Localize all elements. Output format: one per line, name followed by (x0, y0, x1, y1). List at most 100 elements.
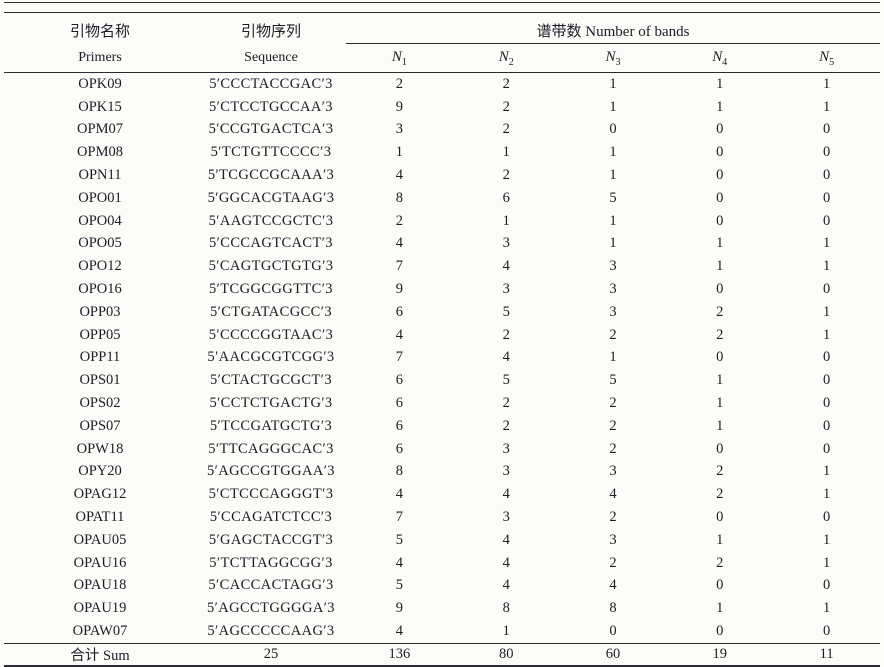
band-count-cell: 1 (822, 531, 831, 548)
table-row: OPS07 5′TCCGATGCTG′3 6 2 2 1 0 (4, 415, 880, 438)
band-count-cell: 3 (609, 258, 617, 275)
band-count-cell: 1 (609, 144, 617, 161)
band-count-cell: 5 (502, 372, 510, 389)
band-count-cell: 1 (609, 167, 617, 184)
band-count-cell: 6 (395, 417, 404, 434)
band-count-cell: 1 (822, 235, 831, 252)
band-count-cell: 1 (716, 98, 724, 115)
band-count-cell: 9 (395, 281, 404, 298)
n1-subscript: 1 (401, 56, 407, 68)
table-row: OPO01 5′GGCACGTAAG′3 8 6 5 0 0 (4, 187, 880, 210)
sequence-cell: 5′CTCCTGCCAA′3 (209, 98, 333, 115)
primer-name-cell: OPS02 (79, 395, 121, 412)
primers-table: 引物名称 引物序列 谱带数 Number of bands Primers Se… (4, 12, 880, 667)
band-count-cell: 4 (502, 349, 510, 366)
table-header: 引物名称 引物序列 谱带数 Number of bands Primers Se… (4, 12, 880, 73)
sequence-cell: 5′GGCACGTAAG′3 (207, 189, 335, 206)
band-count-cell: 0 (822, 417, 831, 434)
band-count-cell: 0 (716, 509, 724, 526)
table-footer: 合计 Sum 25 136 80 60 19 11 (4, 643, 880, 666)
primer-name-cell: OPAU18 (73, 577, 127, 594)
primer-name-cell: OPO05 (78, 235, 122, 252)
band-count-cell: 1 (822, 463, 831, 480)
band-count-cell: 2 (609, 440, 617, 457)
band-count-cell: 0 (716, 212, 724, 229)
sequence-cell: 5′CTACTGCGCT′3 (210, 372, 332, 389)
table-row: OPO12 5′CAGTGCTGTG′3 7 4 3 1 1 (4, 255, 880, 278)
sequence-cell: 5′CTCCCAGGGT′3 (208, 486, 334, 503)
band-count-cell: 8 (395, 463, 404, 480)
sequence-cell: 5′CCGTGACTCA′3 (208, 121, 334, 138)
band-count-cell: 5 (502, 303, 510, 320)
band-count-cell: 1 (822, 75, 831, 92)
band-count-cell: 9 (395, 98, 404, 115)
band-count-cell: 8 (502, 600, 510, 617)
band-count-cell: 2 (502, 326, 510, 343)
band-count-cell: 0 (716, 577, 724, 594)
band-count-cell: 1 (822, 486, 831, 503)
sequence-cell: 5′AGCCGTGGAA′3 (207, 463, 335, 480)
band-count-cell: 1 (716, 258, 724, 275)
sequence-cell: 5′TCCGATGCTG′3 (209, 417, 333, 434)
band-count-cell: 3 (609, 531, 617, 548)
band-count-cell: 1 (716, 235, 724, 252)
primer-name-cell: OPAU05 (73, 531, 127, 548)
sum-label: 合计 Sum (70, 647, 130, 664)
band-count-cell: 6 (395, 372, 404, 389)
primer-name-cell: OPO01 (78, 189, 122, 206)
band-count-cell: 1 (822, 326, 831, 343)
primer-name-cell: OPS01 (79, 372, 121, 389)
band-count-cell: 4 (395, 623, 404, 640)
band-count-cell: 0 (716, 121, 724, 138)
band-count-cell: 0 (609, 623, 617, 640)
header-primers-en: Primers (78, 49, 122, 65)
primer-name-cell: OPP03 (79, 303, 121, 320)
band-count-cell: 4 (502, 554, 510, 571)
table-row: OPS01 5′CTACTGCGCT′3 6 5 5 1 0 (4, 369, 880, 392)
primer-name-cell: OPAW07 (72, 623, 128, 640)
table-row: OPAW07 5′AGCCCCCAAG′3 4 1 0 0 0 (4, 620, 880, 643)
table-row: OPP05 5′CCCCGGTAAC′3 4 2 2 2 1 (4, 324, 880, 347)
band-count-cell: 0 (822, 395, 831, 412)
table-row: OPY20 5′AGCCGTGGAA′3 8 3 3 2 1 (4, 461, 880, 484)
sequence-cell: 5′CTGATACGCC′3 (210, 303, 332, 320)
table-row: OPO04 5′AAGTCCGCTC′3 2 1 1 0 0 (4, 210, 880, 233)
table-row: OPS02 5′CCTCTGACTG′3 6 2 2 1 0 (4, 392, 880, 415)
band-count-cell: 0 (822, 577, 831, 594)
primer-name-cell: OPK09 (78, 75, 122, 92)
band-count-cell: 0 (822, 440, 831, 457)
header-band-n1: N1 (346, 44, 453, 73)
band-count-cell: 0 (822, 167, 831, 184)
sum-band-n1: 136 (388, 645, 411, 662)
primer-name-cell: OPY20 (78, 463, 122, 480)
band-count-cell: 2 (716, 486, 724, 503)
band-count-cell: 9 (395, 600, 404, 617)
band-count-cell: 1 (716, 75, 724, 92)
header-sequence-en: Sequence (244, 49, 298, 65)
band-count-cell: 4 (395, 235, 404, 252)
n3-symbol: N (605, 48, 616, 65)
band-count-cell: 0 (822, 509, 831, 526)
band-count-cell: 3 (502, 440, 510, 457)
sequence-cell: 5′AGCCCCCAAG′3 (207, 623, 335, 640)
band-count-cell: 5 (395, 577, 404, 594)
sequence-cell: 5′AAGTCCGCTC′3 (208, 212, 334, 229)
table-row: OPK15 5′CTCCTGCCAA′3 9 2 1 1 1 (4, 96, 880, 119)
n4-subscript: 4 (722, 56, 728, 68)
table-row: OPP11 5′AACGCGTCGG′3 7 4 1 0 0 (4, 347, 880, 370)
band-count-cell: 4 (502, 577, 510, 594)
band-count-cell: 7 (395, 509, 404, 526)
band-count-cell: 1 (502, 212, 510, 229)
band-count-cell: 1 (716, 395, 724, 412)
header-bands-group: 谱带数 Number of bands (346, 12, 880, 44)
band-count-cell: 5 (609, 372, 617, 389)
band-count-cell: 2 (502, 417, 510, 434)
table-row: OPO16 5′TCGGCGGTTC′3 9 3 3 0 0 (4, 278, 880, 301)
band-count-cell: 4 (395, 167, 404, 184)
band-count-cell: 0 (609, 121, 617, 138)
primer-name-cell: OPP05 (79, 326, 121, 343)
band-count-cell: 3 (609, 463, 617, 480)
band-count-cell: 4 (395, 486, 404, 503)
n2-symbol: N (498, 48, 509, 65)
